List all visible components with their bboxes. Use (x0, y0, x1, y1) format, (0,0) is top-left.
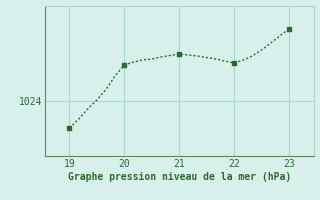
X-axis label: Graphe pression niveau de la mer (hPa): Graphe pression niveau de la mer (hPa) (68, 172, 291, 182)
